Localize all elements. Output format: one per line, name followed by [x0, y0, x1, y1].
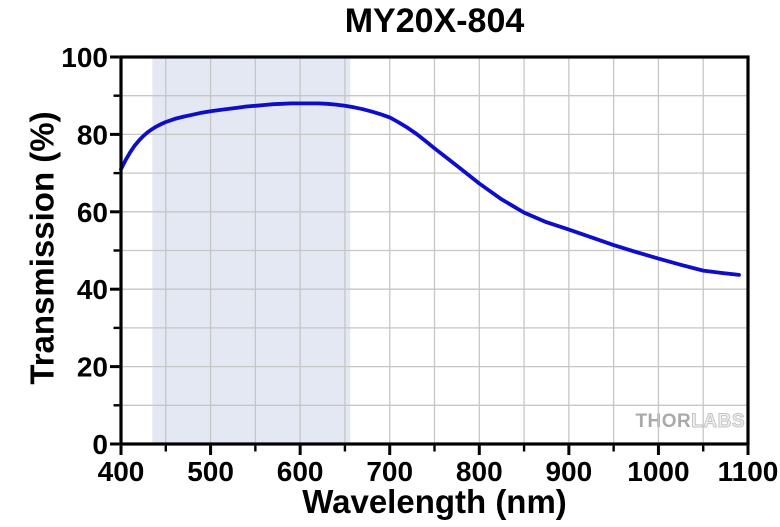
watermark-thor-text: THOR [635, 411, 692, 432]
x-tick-label: 1000 [627, 456, 689, 487]
y-tick-label: 60 [77, 197, 108, 228]
y-tick-label: 100 [61, 42, 108, 73]
x-tick-label: 900 [545, 456, 592, 487]
y-tick-label: 80 [77, 119, 108, 150]
x-tick-label: 800 [456, 456, 503, 487]
plot-border [119, 55, 750, 446]
watermark-labs-text: LABS [691, 411, 745, 432]
x-tick-label: 500 [187, 456, 234, 487]
y-tick-label: 0 [92, 429, 108, 460]
thorlabs-watermark: THORLABS [635, 411, 745, 432]
x-tick-label: 700 [366, 456, 413, 487]
x-tick-label: 600 [277, 456, 324, 487]
y-tick-label: 40 [77, 274, 108, 305]
x-tick-label: 400 [98, 456, 145, 487]
chart-title: MY20X-804 [344, 2, 525, 40]
transmission-curve [119, 101, 741, 277]
y-tick-label: 20 [77, 352, 108, 383]
x-tick-label: 1100 [718, 456, 779, 487]
x-axis-label: Wavelength (nm) [302, 483, 567, 520]
